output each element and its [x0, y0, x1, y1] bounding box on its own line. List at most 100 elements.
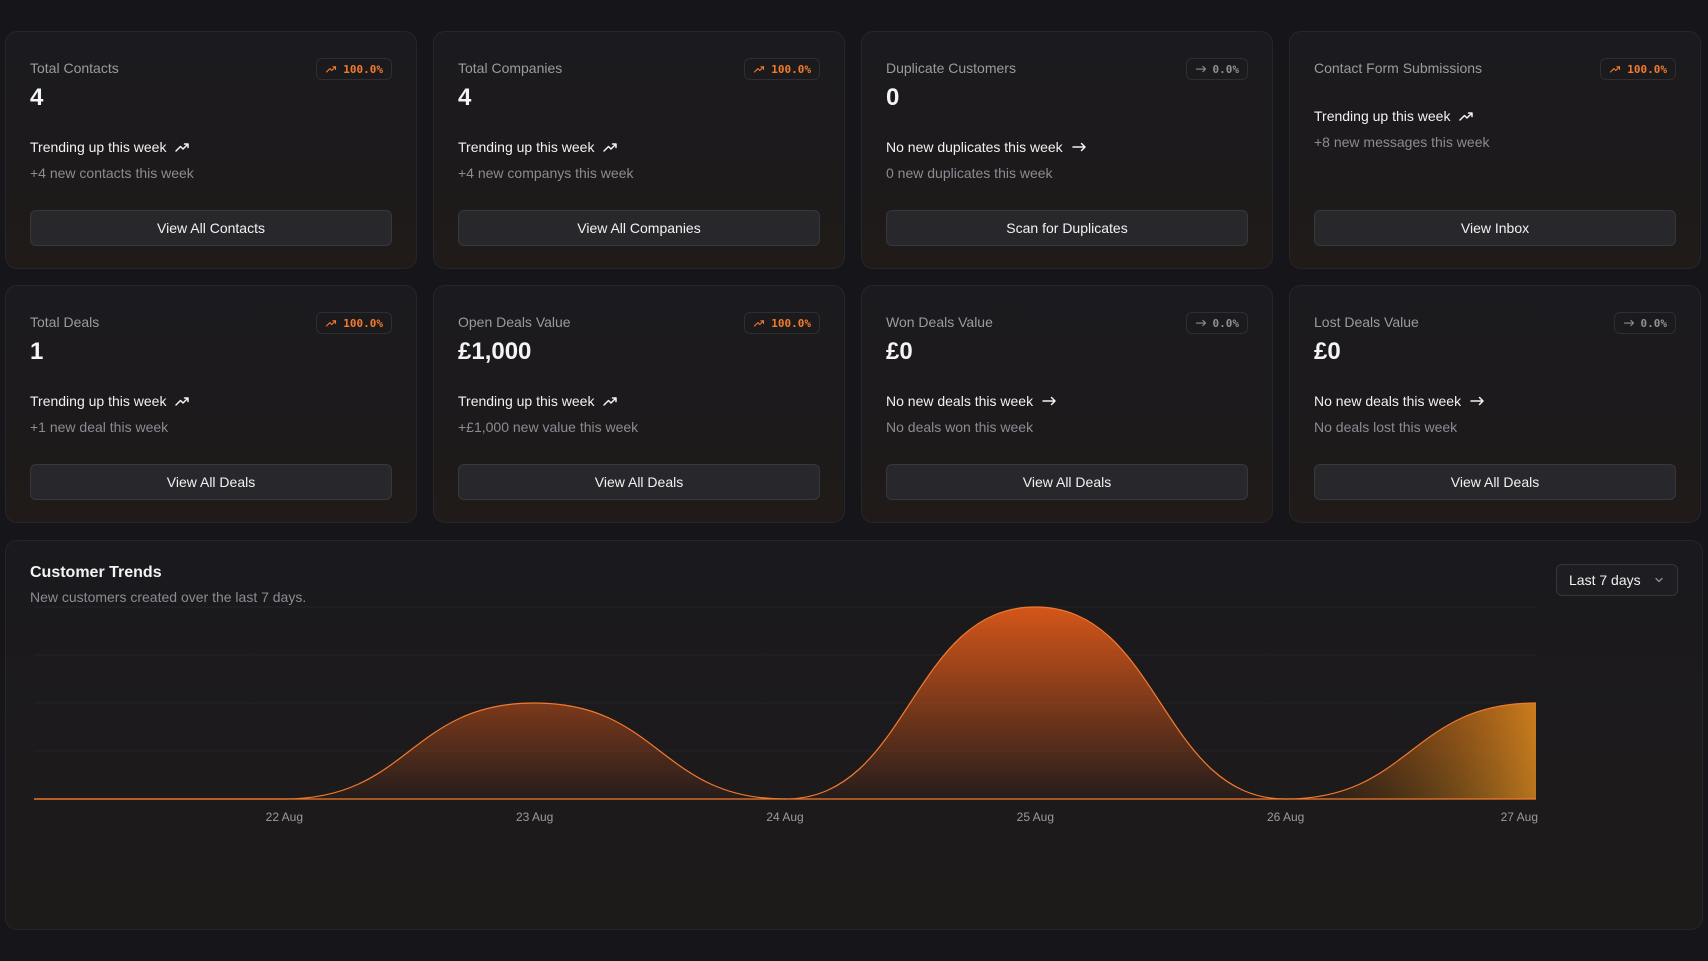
change-badge-value: 0.0%	[1212, 62, 1240, 76]
stat-card-title: Duplicate Customers	[886, 60, 1016, 76]
change-badge: 100.0%	[1600, 58, 1676, 80]
range-select[interactable]: Last 7 days	[1556, 564, 1678, 596]
stat-card-title: Total Deals	[30, 314, 100, 330]
trend-text: No new deals this week	[886, 393, 1034, 409]
trending-up-icon	[326, 320, 337, 327]
arrow-right-icon	[1042, 396, 1056, 406]
customer-trends-subtitle: New customers created over the last 7 da…	[30, 589, 307, 605]
stat-card-value: 4	[30, 84, 44, 111]
stat-card-duplicate-customers: Duplicate Customers 0.0% 0 No new duplicate…	[861, 31, 1273, 269]
view-all-deals-button[interactable]: View All Deals	[30, 464, 392, 500]
trending-up-icon	[326, 66, 337, 73]
stat-card-subtext: +8 new messages this week	[1314, 134, 1490, 150]
range-select-label: Last 7 days	[1569, 572, 1641, 588]
change-badge-value: 0.0%	[1640, 316, 1668, 330]
change-badge-value: 0.0%	[1212, 316, 1240, 330]
stat-card-open-deals-value: Open Deals Value 100.0% £1,000 Trending up …	[433, 285, 845, 523]
trend-text: No new deals this week	[1314, 393, 1462, 409]
scan-for-duplicates-button[interactable]: Scan for Duplicates	[886, 210, 1248, 246]
customer-trends-title: Customer Trends	[30, 564, 162, 581]
stat-card-subtext: +4 new companys this week	[458, 165, 634, 181]
change-badge-value: 100.0%	[1627, 62, 1667, 76]
trending-up-icon	[603, 143, 618, 152]
x-tick-label: 22 Aug	[266, 810, 303, 824]
change-badge-value: 100.0%	[771, 316, 811, 330]
stat-card-subtext: No deals lost this week	[1314, 419, 1458, 435]
arrow-right-icon	[1195, 65, 1206, 73]
stat-card-value: £0	[1314, 338, 1341, 365]
stat-card-won-deals-value: Won Deals Value 0.0% £0 No new deals this w…	[861, 285, 1273, 523]
trending-up-icon	[754, 66, 765, 73]
change-badge-value: 100.0%	[343, 62, 383, 76]
change-badge-value: 100.0%	[343, 316, 383, 330]
stat-card-subtext: +4 new contacts this week	[30, 165, 194, 181]
stat-card-title: Lost Deals Value	[1314, 314, 1419, 330]
change-badge: 0.0%	[1185, 312, 1248, 334]
trend-text: Trending up this week	[458, 139, 595, 155]
stat-card-trend: Trending up this week	[30, 393, 190, 409]
stat-card-total-contacts: Total Contacts 100.0% 4 Trending up this we…	[5, 31, 417, 269]
trend-text: Trending up this week	[30, 393, 167, 409]
view-all-deals-button[interactable]: View All Deals	[458, 464, 820, 500]
change-badge: 0.0%	[1613, 312, 1676, 334]
trend-text: Trending up this week	[1314, 108, 1451, 124]
stat-card-title: Open Deals Value	[458, 314, 571, 330]
arrow-right-icon	[1623, 319, 1634, 327]
arrow-right-icon	[1071, 142, 1086, 152]
stat-card-value: 0	[886, 84, 900, 111]
change-badge: 100.0%	[316, 312, 392, 334]
stat-card-trend: No new deals this week	[1314, 393, 1485, 409]
view-all-deals-button[interactable]: View All Deals	[886, 464, 1248, 500]
change-badge: 100.0%	[744, 58, 820, 80]
stat-card-value: £1,000	[458, 338, 532, 365]
view-all-contacts-button[interactable]: View All Contacts	[30, 210, 392, 246]
stat-card-title: Total Companies	[458, 60, 563, 76]
trending-up-icon	[175, 397, 190, 406]
stat-card-total-companies: Total Companies 100.0% 4 Trending up this w…	[433, 31, 845, 269]
change-badge: 0.0%	[1185, 58, 1248, 80]
stat-card-title: Contact Form Submissions	[1314, 60, 1483, 76]
stat-card-lost-deals-value: Lost Deals Value 0.0% £0 No new deals this …	[1289, 285, 1701, 523]
stat-card-trend: Trending up this week	[1314, 108, 1474, 124]
stat-card-total-deals: Total Deals 100.0% 1 Trending up this week +…	[5, 285, 417, 523]
trending-up-icon	[1610, 66, 1621, 73]
x-tick-label: 23 Aug	[516, 810, 553, 824]
stat-card-value: £0	[886, 338, 913, 365]
stat-card-title: Total Contacts	[30, 60, 119, 76]
stat-card-subtext: 0 new duplicates this week	[886, 165, 1053, 181]
trend-text: No new duplicates this week	[886, 139, 1063, 155]
change-badge-value: 100.0%	[771, 62, 811, 76]
stat-card-trend: No new deals this week	[886, 393, 1057, 409]
change-badge: 100.0%	[744, 312, 820, 334]
x-tick-label: 26 Aug	[1267, 810, 1304, 824]
stat-card-subtext: No deals won this week	[886, 419, 1034, 435]
stat-card-value: 1	[30, 338, 44, 365]
view-all-companies-button[interactable]: View All Companies	[458, 210, 820, 246]
customer-trends-panel: Customer Trends New customers created ov…	[5, 540, 1703, 930]
stat-card-subtext: +£1,000 new value this week	[458, 419, 639, 435]
stat-card-trend: Trending up this week	[458, 393, 618, 409]
x-tick-label: 24 Aug	[766, 810, 803, 824]
change-badge: 100.0%	[316, 58, 392, 80]
trending-up-icon	[754, 320, 765, 327]
stat-card-trend: No new duplicates this week	[886, 139, 1087, 155]
stat-card-trend: Trending up this week	[30, 139, 190, 155]
trend-text: Trending up this week	[30, 139, 167, 155]
arrow-right-icon	[1195, 319, 1206, 327]
stat-card-title: Won Deals Value	[886, 314, 993, 330]
stat-card-value: 4	[458, 84, 472, 111]
x-tick-label: 27 Aug	[1501, 810, 1538, 824]
stat-card-subtext: +1 new deal this week	[30, 419, 169, 435]
x-tick-label: 25 Aug	[1017, 810, 1054, 824]
stat-card-trend: Trending up this week	[458, 139, 618, 155]
stat-card-contact-form-submissions: Contact Form Submissions 100.0% Trending u…	[1289, 31, 1701, 269]
trending-up-icon	[1459, 112, 1474, 121]
view-all-deals-button[interactable]: View All Deals	[1314, 464, 1676, 500]
chevron-down-icon	[1655, 577, 1663, 583]
trending-up-icon	[603, 397, 618, 406]
customer-trends-chart: 22 Aug 23 Aug 24 Aug 25 Aug 26 Aug 27 Aug	[33, 606, 1538, 824]
trend-text: Trending up this week	[458, 393, 595, 409]
arrow-right-icon	[1470, 396, 1484, 406]
view-inbox-button[interactable]: View Inbox	[1314, 210, 1676, 246]
